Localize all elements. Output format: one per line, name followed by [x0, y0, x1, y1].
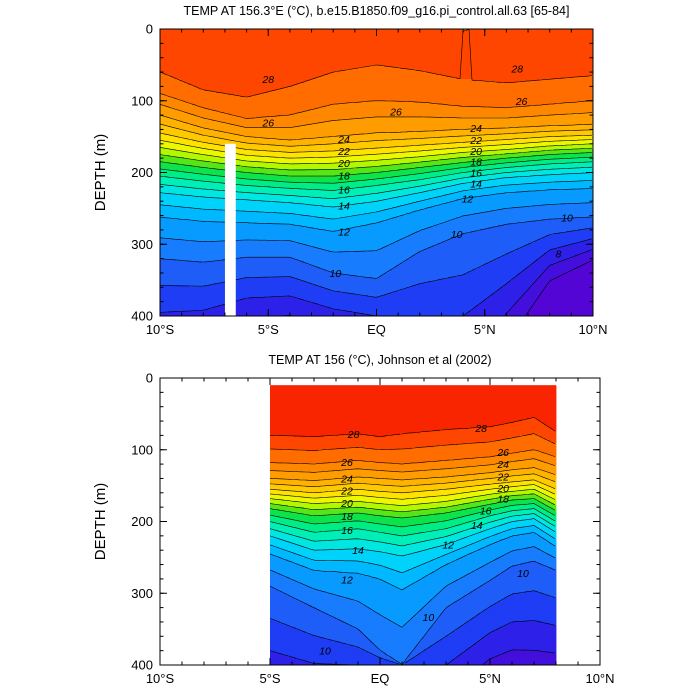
contour-label: 28 [474, 423, 487, 435]
panel-2: 28 28262624242222202018181616141412121010… [92, 353, 615, 686]
contour-label: 12 [338, 226, 350, 238]
contour-label: 10 [517, 568, 529, 580]
contour-label: 22 [337, 146, 350, 158]
chart-title: TEMP AT 156.3°E (°C), b.e15.B1850.f09_g1… [184, 4, 570, 18]
contour-label: 10 [451, 229, 463, 241]
contour-label: 10 [330, 268, 342, 280]
y-tick-label: 100 [131, 442, 153, 457]
y-tick-label: 100 [131, 93, 153, 108]
y-tick-label: 200 [131, 165, 153, 180]
contour-label: 8 [555, 249, 561, 261]
contour-label: 12 [341, 575, 353, 587]
x-tick-label: 5°S [258, 322, 279, 337]
contour-label: 12 [442, 539, 454, 551]
x-tick-label: EQ [371, 671, 390, 686]
contour-label: 20 [337, 158, 350, 170]
contour-label: 18 [341, 511, 353, 523]
y-axis-label: DEPTH (m) [92, 134, 109, 212]
y-tick-label: 400 [131, 309, 153, 324]
contour-label: 28 [510, 63, 523, 75]
x-tick-label: EQ [367, 322, 386, 337]
land-mask [225, 144, 236, 316]
contour-label: 14 [471, 520, 483, 532]
x-tick-label: 10°N [578, 322, 607, 337]
contour-label: 12 [462, 193, 474, 205]
contour-label: 24 [496, 459, 509, 471]
contour-label: 22 [496, 471, 509, 483]
x-tick-label: 5°S [259, 671, 280, 686]
contour-label: 10 [561, 213, 573, 225]
x-tick-label: 10°S [146, 671, 175, 686]
panel-1: 2828262626242422222020181816161414121210… [92, 4, 608, 337]
x-tick-label: 10°S [146, 322, 175, 337]
y-tick-label: 400 [131, 658, 153, 673]
contour-label: 16 [480, 506, 492, 518]
contour-label: 26 [496, 447, 509, 459]
contour-label: 14 [338, 201, 350, 213]
y-tick-label: 300 [131, 586, 153, 601]
contour-label: 24 [340, 473, 353, 485]
contour-label: 24 [337, 134, 350, 146]
contour-label: 14 [470, 178, 482, 190]
chart-title: TEMP AT 156 (°C), Johnson et al (2002) [268, 353, 491, 367]
x-tick-label: 5°N [474, 322, 496, 337]
contour-label: 16 [338, 185, 350, 197]
contour-label: 14 [352, 545, 364, 557]
y-tick-label: 0 [146, 22, 153, 37]
contour-label: 26 [261, 117, 274, 129]
x-tick-label: 10°N [585, 671, 614, 686]
contour-label: 28 [347, 429, 360, 441]
x-tick-label: 5°N [479, 671, 501, 686]
contour-label: 28 [261, 74, 274, 86]
contour-label: 26 [340, 457, 353, 469]
contour-label: 22 [340, 486, 353, 498]
contour-label: 10 [423, 612, 435, 624]
y-axis-label: DEPTH (m) [92, 483, 109, 561]
y-tick-label: 300 [131, 237, 153, 252]
contour-label: 10 [319, 646, 331, 658]
contour-label: 24 [469, 123, 482, 135]
contour-label: 16 [341, 525, 353, 537]
y-tick-label: 200 [131, 514, 153, 529]
contour-label: 26 [389, 107, 402, 119]
contour-label: 26 [515, 96, 528, 108]
y-tick-label: 0 [146, 371, 153, 386]
contour-label: 20 [340, 498, 353, 510]
contour-label: 18 [338, 170, 350, 182]
contour-label: 18 [497, 494, 509, 506]
